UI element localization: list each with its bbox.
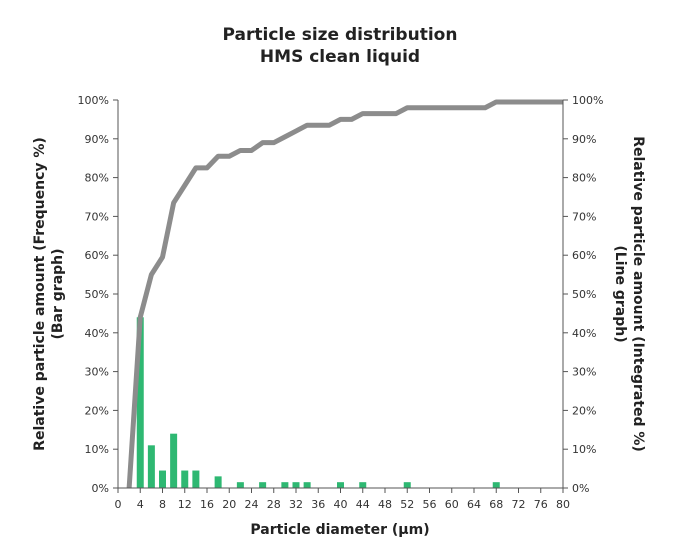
x-tick-label: 12	[178, 498, 192, 511]
x-tick-label: 8	[159, 498, 166, 511]
bar	[337, 482, 344, 488]
right-y-axis-label-line1: Relative particle amount (Integrated %)	[630, 136, 646, 452]
x-tick-label: 28	[267, 498, 281, 511]
x-tick-label: 4	[137, 498, 144, 511]
left-y-tick-label: 60%	[85, 249, 109, 262]
left-y-tick-label: 20%	[85, 404, 109, 417]
left-y-tick-label: 80%	[85, 172, 109, 185]
left-y-axis-label-line1: Relative particle amount (Frequency %)	[32, 137, 48, 451]
left-y-tick-label: 40%	[85, 327, 109, 340]
x-tick-label: 68	[489, 498, 503, 511]
right-y-tick-label: 40%	[572, 327, 596, 340]
right-y-tick-label: 10%	[572, 443, 596, 456]
left-y-tick-label: 90%	[85, 133, 109, 146]
x-tick-label: 24	[245, 498, 259, 511]
chart-title: Particle size distribution	[223, 25, 458, 45]
right-y-axis-label-line2: (Line graph)	[612, 245, 628, 342]
left-y-tick-label: 30%	[85, 366, 109, 379]
left-y-axis-label-line2: (Bar graph)	[50, 248, 66, 339]
x-tick-label: 44	[356, 498, 370, 511]
right-y-tick-label: 90%	[572, 133, 596, 146]
right-y-tick-label: 60%	[572, 249, 596, 262]
right-y-tick-label: 70%	[572, 210, 596, 223]
x-tick-label: 72	[512, 498, 526, 511]
right-y-tick-label: 50%	[572, 288, 596, 301]
x-tick-label: 40	[334, 498, 348, 511]
x-ticks: 0 4 8 12 16 20 24 28 32 36 40 44 48 52 56 60 64 68 72 76 80	[115, 488, 570, 511]
bar	[292, 482, 300, 488]
left-y-tick-label: 100%	[78, 94, 109, 107]
left-y-tick-label: 70%	[85, 210, 109, 223]
left-y-tick-label: 0%	[92, 482, 109, 495]
chart-subtitle: HMS clean liquid	[260, 47, 420, 67]
right-y-tick-label: 100%	[572, 94, 603, 107]
x-tick-label: 20	[222, 498, 236, 511]
bar	[159, 470, 166, 488]
right-y-tick-label: 20%	[572, 404, 596, 417]
left-y-tick-label: 10%	[85, 443, 109, 456]
left-y-tick-label: 50%	[85, 288, 109, 301]
bar	[259, 482, 267, 488]
bar	[303, 482, 311, 488]
bar	[136, 317, 144, 488]
right-y-axis-label: Relative particle amount (Integrated %) …	[612, 136, 646, 452]
bar	[170, 433, 178, 488]
right-y-tick-label: 0%	[572, 482, 589, 495]
bar	[181, 470, 189, 488]
x-tick-label: 60	[445, 498, 459, 511]
x-tick-label: 32	[289, 498, 303, 511]
left-y-axis-label: Relative particle amount (Frequency %) (…	[32, 137, 66, 451]
x-tick-label: 80	[556, 498, 570, 511]
x-axis-label: Particle diameter (µm)	[250, 522, 429, 538]
x-tick-label: 36	[311, 498, 325, 511]
bar	[236, 482, 244, 488]
right-y-tick-label: 80%	[572, 172, 596, 185]
bar	[492, 482, 500, 488]
bar	[192, 470, 200, 488]
x-tick-label: 48	[378, 498, 392, 511]
x-tick-label: 56	[423, 498, 437, 511]
bar	[147, 445, 155, 488]
left-y-ticks: 0% 10% 20% 30% 40% 50% 60% 70% 80% 90% 100%	[78, 94, 118, 495]
x-tick-label: 16	[200, 498, 214, 511]
bar	[403, 482, 411, 488]
right-y-ticks: 0% 10% 20% 30% 40% 50% 60% 70% 80% 90% 100%	[563, 94, 603, 495]
x-tick-label: 0	[115, 498, 122, 511]
bar	[359, 482, 367, 488]
right-y-tick-label: 30%	[572, 366, 596, 379]
plot-area	[126, 99, 563, 489]
bar	[214, 476, 222, 488]
x-tick-label: 64	[467, 498, 481, 511]
bar-series	[136, 317, 500, 488]
cumulative-line	[126, 99, 563, 489]
bar	[281, 482, 289, 488]
x-tick-label: 76	[534, 498, 548, 511]
x-tick-label: 52	[400, 498, 414, 511]
